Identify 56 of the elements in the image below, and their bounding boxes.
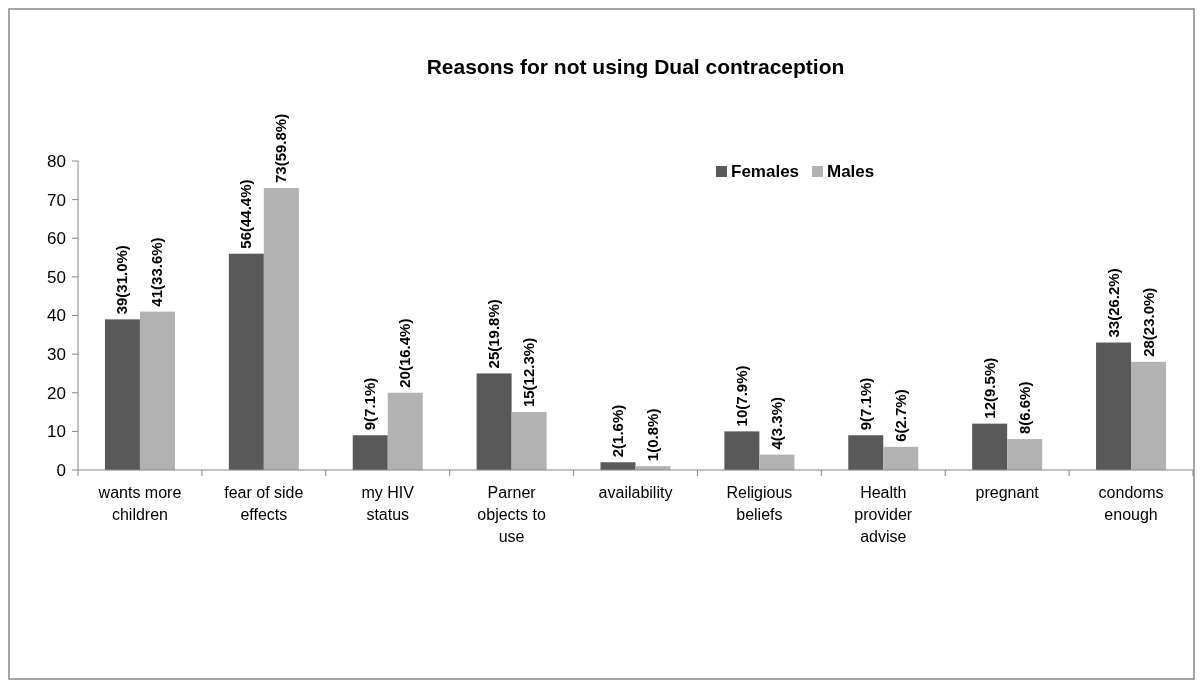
- bar: [1007, 439, 1043, 470]
- y-tick-label: 10: [47, 422, 66, 442]
- bar: [1096, 342, 1132, 470]
- data-label: 10(7.9%): [732, 365, 750, 427]
- data-label: 56(44.4%): [237, 179, 255, 249]
- data-label: 25(19.8%): [485, 299, 503, 369]
- data-label: 4(3.3%): [767, 397, 785, 450]
- chart-title: Reasons for not using Dual contraception: [426, 55, 845, 78]
- data-label: 20(16.4%): [396, 318, 414, 388]
- data-label: 28(23.0%): [1139, 287, 1157, 357]
- x-tick-label: Health provider advise: [854, 484, 913, 545]
- bar: [352, 435, 388, 470]
- x-tick-label: my HIV status: [361, 484, 415, 523]
- data-label: 9(7.1%): [856, 377, 874, 431]
- data-label: 39(31.0%): [113, 245, 131, 315]
- y-tick-label: 60: [47, 229, 66, 249]
- x-tick-label: Parner objects to use: [477, 484, 546, 545]
- bar: [1131, 361, 1167, 470]
- bar: [724, 431, 760, 470]
- x-tick-label: fear of side effects: [224, 484, 304, 523]
- x-tick-label: wants more children: [97, 484, 182, 523]
- data-label: 2(1.6%): [609, 404, 626, 458]
- y-tick-label: 30: [47, 345, 66, 365]
- data-label: 6(2.7%): [891, 389, 909, 442]
- data-label: 41(33.6%): [148, 237, 166, 307]
- bar: [600, 462, 636, 470]
- bar: [972, 423, 1008, 470]
- x-tick-label: Religious beliefs: [726, 484, 793, 523]
- y-tick-label: 0: [56, 460, 66, 480]
- bar: [104, 319, 140, 470]
- y-tick-label: 80: [47, 151, 66, 171]
- y-tick-label: 20: [47, 383, 66, 403]
- data-label: 8(6.6%): [1015, 381, 1033, 435]
- data-label: 12(9.5%): [980, 357, 998, 419]
- bar: [759, 454, 795, 470]
- y-tick-label: 70: [47, 190, 66, 210]
- bar: [139, 311, 175, 470]
- bar: [476, 373, 512, 470]
- legend-label: Females: [731, 161, 800, 181]
- bar: [263, 188, 299, 470]
- bar: [848, 435, 884, 470]
- data-label: 1(0.8%): [644, 408, 661, 462]
- data-label: 73(59.8%): [272, 113, 290, 184]
- bar: [511, 412, 547, 470]
- x-tick-label: pregnant: [975, 484, 1040, 501]
- bar: [883, 446, 919, 470]
- bar: [387, 392, 423, 470]
- y-tick-label: 50: [47, 267, 66, 287]
- x-tick-label: condoms enough: [1098, 484, 1164, 523]
- x-tick-label: availability: [598, 484, 673, 501]
- legend-label: Males: [827, 161, 875, 181]
- y-tick-label: 40: [47, 306, 66, 326]
- bar: [228, 253, 264, 470]
- data-label: 15(12.3%): [520, 337, 538, 408]
- data-label: 33(26.2%): [1104, 268, 1122, 338]
- data-label: 9(7.1%): [361, 377, 379, 431]
